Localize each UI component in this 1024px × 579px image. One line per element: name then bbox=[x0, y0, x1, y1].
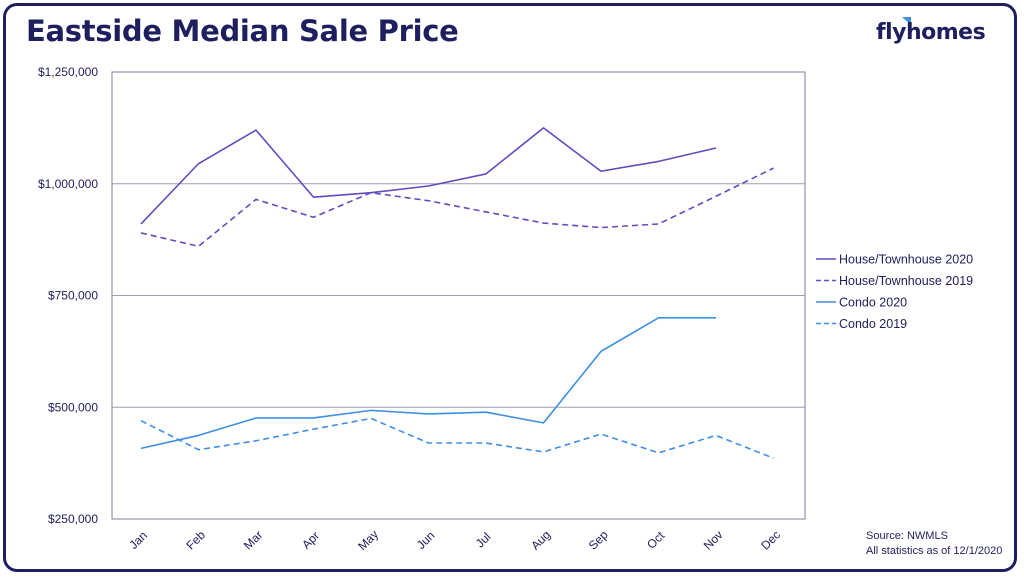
gridlines bbox=[112, 183, 805, 408]
y-tick-label: $750,000 bbox=[48, 289, 98, 303]
legend-label: Condo 2019 bbox=[839, 317, 907, 331]
x-tick-label: Aug bbox=[528, 528, 553, 553]
source-line: Source: NWMLS bbox=[866, 530, 948, 542]
chart-title: Eastside Median Sale Price bbox=[26, 14, 459, 48]
flyhomes-logo-mark-icon bbox=[902, 17, 911, 25]
x-tick-label: Mar bbox=[241, 528, 266, 553]
y-axis-ticks: $250,000 $500,000 $750,000 $1,000,000 $1,250… bbox=[38, 65, 98, 526]
x-tick-label: Dec bbox=[758, 528, 783, 553]
flyhomes-logo: flyhomes bbox=[876, 20, 986, 45]
x-tick-label: Apr bbox=[299, 529, 322, 552]
legend: House/Townhouse 2020 House/Townhouse 2019… bbox=[816, 253, 973, 331]
x-tick-label: Oct bbox=[644, 528, 668, 552]
y-tick-label: $250,000 bbox=[48, 512, 98, 526]
plot-area-border bbox=[111, 71, 806, 520]
y-tick-label: $1,250,000 bbox=[38, 65, 98, 79]
x-tick-label: Jan bbox=[126, 528, 150, 552]
y-tick-label: $1,000,000 bbox=[38, 177, 98, 191]
x-tick-label: May bbox=[355, 527, 381, 553]
chart-frame bbox=[3, 3, 1017, 572]
x-tick-label: Jul bbox=[473, 530, 494, 551]
legend-label: Condo 2020 bbox=[839, 296, 907, 310]
series-lines bbox=[140, 127, 774, 459]
x-axis-ticks: Jan Feb Mar Apr May Jun Jul Aug Sep Oct Nov Dec bbox=[126, 527, 783, 553]
source-note: Source: NWMLS All statistics as of 12/1/… bbox=[866, 529, 1002, 559]
x-tick-label: Feb bbox=[183, 528, 208, 553]
statistics-date-line: All statistics as of 12/1/2020 bbox=[866, 545, 1003, 557]
legend-label: House/Townhouse 2019 bbox=[839, 274, 973, 288]
x-tick-label: Jun bbox=[414, 528, 438, 552]
series-line-0 bbox=[140, 127, 717, 225]
series-line-2 bbox=[140, 317, 716, 450]
legend-label: House/Townhouse 2020 bbox=[839, 253, 973, 267]
x-tick-label: Nov bbox=[701, 528, 726, 553]
series-line-1 bbox=[140, 167, 774, 248]
x-tick-label: Sep bbox=[586, 527, 611, 552]
y-tick-label: $500,000 bbox=[48, 400, 98, 414]
series-line-3 bbox=[140, 417, 774, 459]
